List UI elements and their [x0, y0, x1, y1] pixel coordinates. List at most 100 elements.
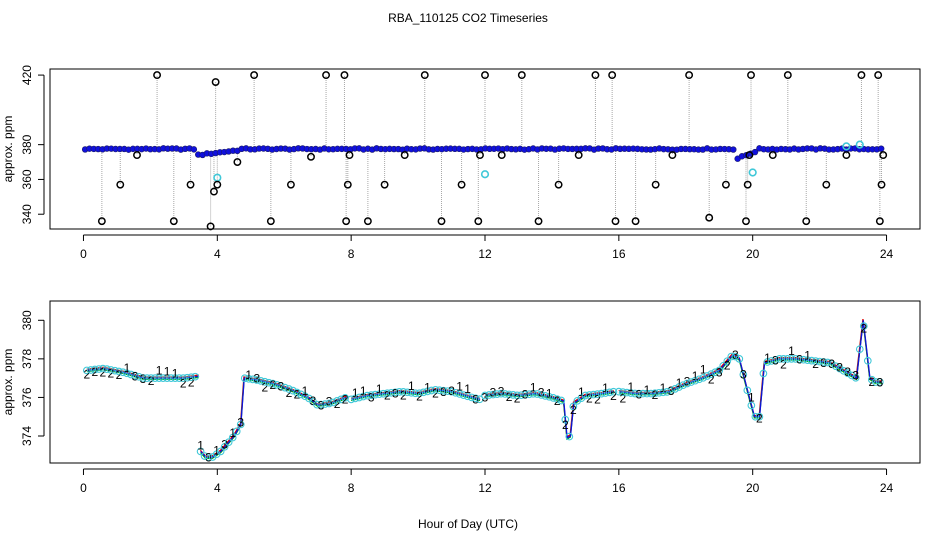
- bottom-cyan-point: [623, 388, 631, 397]
- bottom-cyan-point: [351, 394, 360, 403]
- bottom-cyan-point: [843, 369, 852, 377]
- bottom-series-2-marker: 2: [334, 397, 341, 411]
- top-outlier-point: [153, 71, 162, 80]
- bottom-cyan-point: [135, 372, 143, 381]
- bottom-series-1-marker: 1: [628, 380, 635, 394]
- top-x-tick-label: 20: [746, 247, 760, 261]
- bottom-series-2-marker: 2: [100, 365, 107, 379]
- bottom-series-2-marker: 2: [860, 322, 867, 336]
- bottom-cyan-point: [463, 392, 472, 401]
- bottom-cyan-point: [248, 375, 257, 384]
- bottom-cyan-point: [439, 386, 448, 395]
- bottom-cyan-point: [329, 398, 337, 407]
- top-outlier-point: [554, 180, 563, 189]
- bottom-series-2-marker: 2: [286, 386, 293, 400]
- bottom-cyan-point: [481, 391, 489, 400]
- bottom-cyan-point: [779, 355, 788, 363]
- top-cyan-point: [842, 142, 851, 151]
- top-x-tick-label: 24: [880, 247, 894, 261]
- bottom-x-tick-label: 12: [478, 481, 492, 495]
- bottom-cyan-point: [501, 390, 509, 398]
- top-x-tick-label: 0: [80, 247, 87, 261]
- bottom-cyan-point: [277, 382, 285, 391]
- bottom-cyan-point: [875, 378, 884, 386]
- bottom-cyan-point: [795, 355, 804, 364]
- bottom-cyan-point: [807, 356, 816, 365]
- bottom-series-1-marker: 1: [213, 443, 220, 457]
- bottom-cyan-point: [256, 376, 265, 385]
- bottom-series-1-marker: 1: [660, 381, 667, 395]
- bottom-series-1-marker: 1: [464, 382, 471, 396]
- bottom-cyan-point: [791, 355, 800, 363]
- bottom-cyan-point: [643, 389, 651, 398]
- top-outlier-point: [877, 180, 886, 189]
- bottom-cyan-point: [297, 390, 305, 399]
- bottom-cyan-point: [123, 369, 131, 378]
- bottom-cyan-point: [545, 392, 554, 401]
- bottom-cyan-point: [111, 366, 119, 375]
- bottom-x-tick-label: 4: [214, 481, 221, 495]
- top-outlier-point: [721, 180, 730, 189]
- bottom-series-1-marker: 1: [804, 348, 811, 362]
- bottom-cyan-point: [541, 392, 550, 400]
- bottom-cyan-point: [163, 374, 171, 382]
- bottom-cyan-point: [581, 391, 590, 400]
- top-outlier-point: [743, 180, 752, 189]
- bottom-cyan-point: [317, 400, 325, 409]
- bottom-cyan-point: [565, 432, 574, 441]
- bottom-cyan-point: [839, 366, 848, 375]
- bottom-series-2-marker: 2: [116, 368, 123, 382]
- bottom-cyan-point: [375, 390, 384, 399]
- bottom-series-3-marker: 3: [253, 371, 260, 385]
- top-outlier-point: [517, 71, 526, 80]
- bottom-series-3-marker: 3: [684, 374, 691, 388]
- top-y-tick-label: 340: [20, 204, 34, 224]
- bottom-cyan-point: [475, 395, 484, 404]
- bottom-series-3-marker: 3: [448, 384, 455, 398]
- bottom-cyan-point: [244, 374, 253, 383]
- bottom-cyan-point: [228, 433, 237, 442]
- top-x-tick-label: 12: [478, 247, 492, 261]
- bottom-cyan-point: [395, 388, 404, 396]
- bottom-series-1-marker: 1: [360, 384, 367, 398]
- bottom-series-1-marker: 1: [764, 351, 771, 365]
- bottom-series-1-marker: 1: [408, 379, 415, 393]
- bottom-series-1-marker: 1: [748, 391, 755, 405]
- top-outlier-point: [186, 180, 195, 189]
- top-outlier-point: [822, 180, 831, 189]
- top-x-tick-label: 16: [612, 247, 626, 261]
- bottom-cyan-point: [687, 378, 695, 386]
- bottom-series-3-marker: 3: [828, 357, 835, 371]
- bottom-series-3-marker: 3: [326, 394, 333, 408]
- top-outlier-point: [97, 217, 106, 226]
- bottom-series-3-marker: 3: [732, 348, 739, 362]
- bottom-cyan-point: [451, 388, 460, 397]
- top-outlier-point: [213, 180, 222, 189]
- top-outlier-point: [345, 151, 354, 160]
- bottom-cyan-point: [240, 374, 249, 383]
- bottom-cyan-point: [715, 366, 724, 375]
- bottom-series-3-marker: 3: [440, 385, 447, 399]
- bottom-cyan-point: [119, 368, 127, 377]
- top-baseline-point: [190, 146, 198, 153]
- bottom-cyan-point: [655, 388, 663, 397]
- bottom-cyan-point: [337, 395, 345, 404]
- bottom-cyan-point: [359, 392, 368, 401]
- bottom-cyan-point: [509, 391, 517, 399]
- x-axis-label: Hour of Day (UTC): [418, 517, 518, 531]
- top-outlier-point: [206, 222, 215, 231]
- bottom-cyan-point: [252, 376, 261, 384]
- bottom-cyan-point: [823, 358, 832, 367]
- bottom-cyan-point: [427, 386, 436, 395]
- bottom-series-1-marker: 1: [245, 368, 252, 382]
- bottom-cyan-point: [851, 373, 860, 382]
- bottom-cyan-point: [855, 345, 864, 354]
- bottom-cyan-point: [220, 442, 229, 451]
- bottom-series-2-marker: 2: [724, 359, 731, 373]
- top-outlier-point: [211, 78, 220, 86]
- bottom-cyan-point: [847, 371, 856, 380]
- bottom-cyan-point: [489, 390, 497, 399]
- bottom-series-3-marker: 3: [740, 367, 747, 381]
- bottom-cyan-point: [533, 390, 542, 398]
- bottom-series-3-marker: 3: [490, 386, 497, 400]
